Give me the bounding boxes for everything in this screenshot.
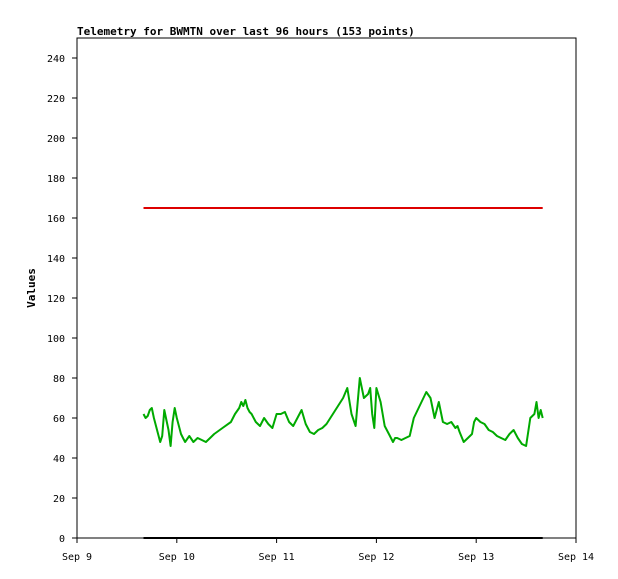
- y-tick-label: 100: [47, 334, 65, 345]
- x-tick-label: Sep 14: [558, 552, 594, 563]
- series-layer: [142, 207, 544, 539]
- y-tick-label: 180: [47, 174, 65, 185]
- x-tick-label: Sep 13: [458, 552, 494, 563]
- y-tick-label: 80: [53, 374, 65, 385]
- y-axis: 0 20 40 60 80 100 120 140 160 180 200 220 240: [47, 54, 77, 545]
- y-tick-label: 20: [53, 494, 65, 505]
- y-axis-label: Values: [25, 268, 38, 308]
- y-tick-label: 120: [47, 294, 65, 305]
- x-tick-label: Sep 10: [159, 552, 195, 563]
- y-tick-label: 240: [47, 54, 65, 65]
- x-tick-label: Sep 9: [62, 552, 92, 563]
- series-line-2: [142, 377, 544, 447]
- y-tick-label: 220: [47, 94, 65, 105]
- y-tick-label: 60: [53, 414, 65, 425]
- plot-area: [76, 37, 577, 539]
- y-tick-label: 0: [59, 534, 65, 545]
- x-tick-label: Sep 11: [259, 552, 295, 563]
- y-tick-label: 140: [47, 254, 65, 265]
- y-tick-label: 40: [53, 454, 65, 465]
- x-tick-label: Sep 12: [358, 552, 394, 563]
- y-tick-label: 200: [47, 134, 65, 145]
- y-tick-label: 160: [47, 214, 65, 225]
- chart-title: Telemetry for BWMTN over last 96 hours (…: [77, 25, 415, 38]
- x-axis: Sep 9 Sep 10 Sep 11 Sep 12 Sep 13 Sep 14: [62, 538, 594, 563]
